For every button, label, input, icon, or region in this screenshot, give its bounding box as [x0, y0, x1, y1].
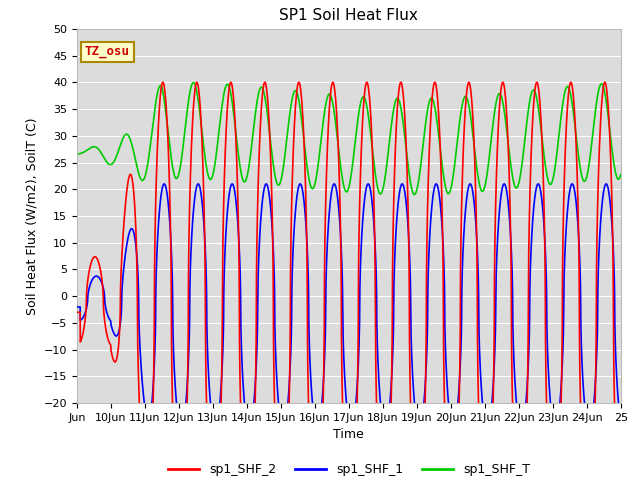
Y-axis label: Soil Heat Flux (W/m2), SoilT (C): Soil Heat Flux (W/m2), SoilT (C)	[25, 117, 38, 315]
sp1_SHF_2	[427, 117, 435, 122]
sp1_SHF_1	[479, 404, 486, 410]
sp1_SHF_2	[431, 79, 438, 85]
sp1_SHF_2	[399, 91, 407, 97]
sp1_SHF_2	[73, 310, 81, 315]
Line: sp1_SHF_1: sp1_SHF_1	[77, 184, 621, 430]
sp1_SHF_1	[520, 417, 528, 422]
sp1_SHF_T	[479, 188, 487, 194]
sp1_SHF_T	[617, 172, 625, 178]
Legend: sp1_SHF_2, sp1_SHF_1, sp1_SHF_T: sp1_SHF_2, sp1_SHF_1, sp1_SHF_T	[163, 458, 535, 480]
Line: sp1_SHF_2: sp1_SHF_2	[77, 82, 621, 480]
Title: SP1 Soil Heat Flux: SP1 Soil Heat Flux	[280, 9, 418, 24]
sp1_SHF_T	[189, 80, 197, 85]
sp1_SHF_1	[617, 420, 625, 426]
sp1_SHF_1	[73, 304, 81, 310]
sp1_SHF_T	[399, 120, 407, 126]
sp1_SHF_1	[281, 424, 289, 430]
sp1_SHF_1	[172, 389, 179, 395]
sp1_SHF_1	[399, 182, 407, 188]
sp1_SHF_1	[551, 427, 559, 433]
sp1_SHF_T	[410, 192, 418, 197]
X-axis label: Time: Time	[333, 429, 364, 442]
Line: sp1_SHF_T: sp1_SHF_T	[77, 83, 621, 194]
sp1_SHF_1	[398, 181, 406, 187]
sp1_SHF_T	[172, 175, 179, 181]
Text: TZ_osu: TZ_osu	[85, 45, 130, 59]
sp1_SHF_T	[427, 96, 435, 101]
sp1_SHF_T	[73, 152, 81, 157]
sp1_SHF_T	[281, 154, 289, 159]
sp1_SHF_1	[427, 218, 435, 224]
sp1_SHF_T	[520, 142, 528, 148]
